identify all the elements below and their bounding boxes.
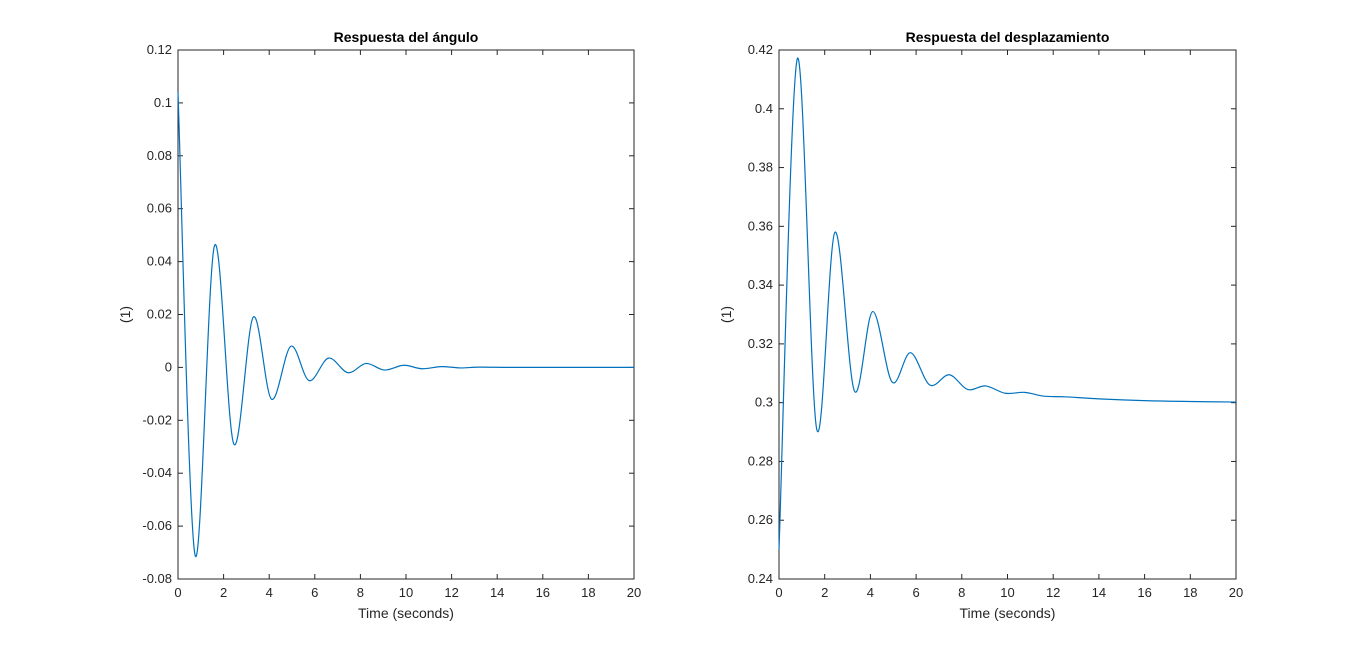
x-tick-label-displacement: 2 bbox=[821, 585, 828, 600]
plot-area-angle bbox=[177, 49, 635, 580]
x-tick-label-displacement: 12 bbox=[1046, 585, 1060, 600]
y-tick-label-angle: -0.02 bbox=[142, 412, 172, 427]
y-axis-label-displacement: (1) bbox=[718, 306, 734, 323]
chart-title-angle: Respuesta del ángulo bbox=[334, 29, 479, 45]
y-tick-label-displacement: 0.36 bbox=[748, 218, 773, 233]
y-tick-label-displacement: 0.26 bbox=[748, 512, 773, 527]
chart-angle-response: Respuesta del ángulo Time (seconds) (1) … bbox=[117, 29, 641, 621]
x-tick-label-displacement: 4 bbox=[867, 585, 874, 600]
series-lines-angle bbox=[177, 92, 634, 558]
y-tick-label-angle: -0.04 bbox=[142, 465, 172, 480]
y-tick-label-displacement: 0.34 bbox=[748, 277, 773, 292]
y-tick-label-angle: 0.02 bbox=[147, 307, 172, 322]
x-tick-label-displacement: 14 bbox=[1092, 585, 1106, 600]
y-tick-label-displacement: 0.4 bbox=[755, 101, 773, 116]
y-tick-label-displacement: 0.3 bbox=[755, 395, 773, 410]
x-tick-label-angle: 18 bbox=[581, 585, 595, 600]
x-tick-label-angle: 0 bbox=[174, 585, 181, 600]
series-line-angle bbox=[177, 92, 634, 558]
x-tick-label-angle: 2 bbox=[220, 585, 227, 600]
x-tick-label-displacement: 8 bbox=[958, 585, 965, 600]
x-axis-label-displacement: Time (seconds) bbox=[960, 605, 1056, 621]
x-tick-label-displacement: 16 bbox=[1137, 585, 1151, 600]
x-tick-label-angle: 14 bbox=[490, 585, 504, 600]
chart-title-displacement: Respuesta del desplazamiento bbox=[906, 29, 1110, 45]
x-tick-label-angle: 12 bbox=[444, 585, 458, 600]
y-tick-label-displacement: 0.38 bbox=[748, 160, 773, 175]
y-tick-label-angle: 0.04 bbox=[147, 254, 172, 269]
x-tick-label-displacement: 10 bbox=[1000, 585, 1014, 600]
x-tick-label-angle: 4 bbox=[266, 585, 273, 600]
y-tick-label-angle: 0.1 bbox=[154, 95, 172, 110]
chart-displacement-response: Respuesta del desplazamiento Time (secon… bbox=[718, 29, 1243, 621]
y-tick-label-angle: -0.06 bbox=[142, 518, 172, 533]
y-tick-label-displacement: 0.42 bbox=[748, 42, 773, 57]
x-tick-label-displacement: 0 bbox=[775, 585, 782, 600]
series-line-displacement bbox=[778, 57, 1237, 550]
plot-area-displacement bbox=[778, 49, 1237, 580]
x-tick-label-angle: 10 bbox=[399, 585, 413, 600]
x-tick-label-angle: 8 bbox=[357, 585, 364, 600]
x-tick-label-displacement: 6 bbox=[912, 585, 919, 600]
x-tick-label-displacement: 20 bbox=[1229, 585, 1243, 600]
ticks-displacement: 0 2 4 6 8 10 12 14 16 18 20 0.24 0.26 0.28 0.3 0.32 0.34… bbox=[748, 42, 1244, 600]
y-tick-label-displacement: 0.24 bbox=[748, 571, 773, 586]
x-tick-label-displacement: 18 bbox=[1183, 585, 1197, 600]
y-tick-label-displacement: 0.32 bbox=[748, 336, 773, 351]
y-tick-label-angle: 0.06 bbox=[147, 201, 172, 216]
y-axis-label-angle: (1) bbox=[117, 306, 133, 323]
x-tick-label-angle: 20 bbox=[627, 585, 641, 600]
y-tick-label-angle: 0 bbox=[165, 359, 172, 374]
x-tick-label-angle: 16 bbox=[536, 585, 550, 600]
y-tick-label-angle: 0.12 bbox=[147, 42, 172, 57]
series-lines-displacement bbox=[778, 57, 1237, 550]
x-axis-label-angle: Time (seconds) bbox=[358, 605, 454, 621]
ticks-angle: 0 2 4 6 8 10 12 14 16 18 20 -0.08 -0.06 -0.04 -0.02 0 0.… bbox=[142, 42, 641, 600]
y-tick-label-displacement: 0.28 bbox=[748, 453, 773, 468]
y-tick-label-angle: 0.08 bbox=[147, 148, 172, 163]
x-tick-label-angle: 6 bbox=[311, 585, 318, 600]
y-tick-label-angle: -0.08 bbox=[142, 571, 172, 586]
